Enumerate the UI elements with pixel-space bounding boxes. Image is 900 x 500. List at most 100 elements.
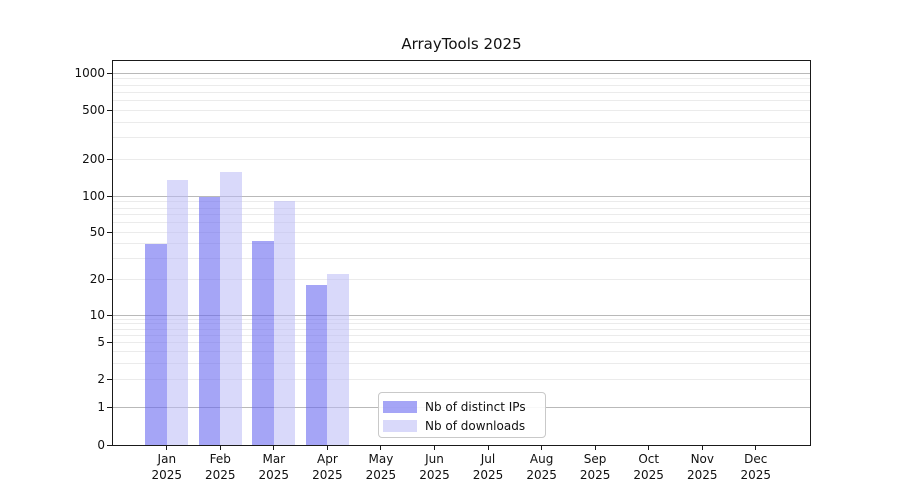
x-tick-label-year: 2025 xyxy=(687,468,718,482)
legend-label-distinct-ips: Nb of distinct IPs xyxy=(425,399,526,414)
y-tick-label-200: 200 xyxy=(82,151,105,166)
y-gridline-minor-60 xyxy=(113,222,810,224)
y-tick-label-1: 1 xyxy=(97,399,105,414)
x-tick-label-year: 2025 xyxy=(312,468,343,482)
x-tick-feb xyxy=(219,446,221,450)
x-tick-nov xyxy=(701,446,703,450)
y-tick-label-5: 5 xyxy=(97,335,105,350)
y-tick-label-0: 0 xyxy=(97,437,105,452)
y-gridline-minor-300 xyxy=(113,137,810,139)
x-tick-sep xyxy=(594,446,596,450)
y-gridline-minor-70 xyxy=(113,214,810,216)
x-tick-dec xyxy=(755,446,757,450)
y-gridline-minor-90 xyxy=(113,201,810,203)
x-tick-label-month: Feb xyxy=(209,452,231,466)
y-tick-label-20: 20 xyxy=(89,271,105,286)
bar-downloads-jan xyxy=(166,180,189,445)
x-tick-label-year: 2025 xyxy=(365,468,397,482)
x-tick-label-nov: Nov 2025 xyxy=(672,451,732,483)
y-tick-500 xyxy=(107,109,112,111)
y-tick-1 xyxy=(107,406,112,408)
y-gridline-minor-400 xyxy=(113,121,810,123)
y-tick-200 xyxy=(107,158,112,160)
x-tick-label-month: Aug xyxy=(529,452,554,466)
x-tick-label-month: Apr xyxy=(317,452,338,466)
y-gridline-minor-600 xyxy=(113,99,810,101)
bar-downloads-mar xyxy=(273,201,296,445)
x-tick-mar xyxy=(273,446,275,450)
bar-distinct-ips-jan xyxy=(145,243,167,445)
x-tick-jun xyxy=(434,446,435,450)
y-tick-label-1000: 1000 xyxy=(74,65,105,80)
y-gridline-major-100 xyxy=(113,196,810,197)
y-tick-label-50: 50 xyxy=(89,224,105,239)
x-tick-label-month: Nov xyxy=(690,452,714,466)
legend-label-downloads: Nb of downloads xyxy=(425,418,526,433)
y-gridline-major-1000 xyxy=(113,72,810,74)
x-tick-label-month: Dec xyxy=(744,452,768,466)
x-tick-aug xyxy=(541,446,543,450)
x-tick-label-aug: Aug 2025 xyxy=(512,451,572,483)
x-tick-label-dec: Dec 2025 xyxy=(726,451,786,483)
legend-swatch-distinct-ips xyxy=(383,400,417,413)
x-tick-label-apr: Apr 2025 xyxy=(297,451,357,483)
x-tick-label-feb: Feb 2025 xyxy=(190,451,250,483)
y-tick-0 xyxy=(107,444,112,446)
x-tick-label-month: Sep xyxy=(583,452,607,466)
y-tick-label-100: 100 xyxy=(82,189,105,203)
x-tick-label-may: May 2025 xyxy=(351,451,411,483)
y-gridline-minor-50 xyxy=(113,231,810,233)
x-tick-apr xyxy=(326,446,328,450)
x-tick-label-month: Jan xyxy=(157,452,177,466)
bar-distinct-ips-feb xyxy=(198,196,221,445)
x-tick-label-year: 2025 xyxy=(258,468,290,482)
x-tick-label-oct: Oct 2025 xyxy=(619,451,679,483)
y-tick-20 xyxy=(107,278,112,280)
y-gridline-minor-3 xyxy=(113,362,810,364)
y-gridline-major-10 xyxy=(113,314,810,316)
x-tick-jan xyxy=(166,446,168,450)
y-gridline-minor-9 xyxy=(113,318,810,320)
y-gridline-minor-80 xyxy=(113,207,810,209)
x-tick-label-month: Jul xyxy=(480,452,496,466)
y-tick-50 xyxy=(107,231,112,233)
y-gridline-minor-700 xyxy=(113,91,810,93)
y-tick-label-10: 10 xyxy=(89,307,105,322)
y-gridline-minor-30 xyxy=(113,258,810,259)
y-gridline-minor-200 xyxy=(113,158,810,160)
y-tick-2 xyxy=(107,378,112,380)
y-tick-label-500: 500 xyxy=(82,102,105,117)
x-tick-label-year: 2025 xyxy=(205,468,236,482)
y-gridline-minor-800 xyxy=(113,84,810,86)
y-tick-100 xyxy=(107,196,112,197)
x-tick-label-jun: Jun 2025 xyxy=(405,451,465,483)
x-tick-label-sep: Sep 2025 xyxy=(565,451,625,483)
x-tick-label-year: 2025 xyxy=(472,468,504,482)
bar-downloads-feb xyxy=(220,172,242,445)
y-gridline-minor-2 xyxy=(113,378,810,380)
x-tick-label-jan: Jan 2025 xyxy=(137,451,197,483)
x-tick-label-mar: Mar 2025 xyxy=(244,451,304,483)
y-gridline-minor-4 xyxy=(113,351,810,353)
legend-item-distinct-ips: Nb of distinct IPs xyxy=(383,397,537,416)
y-gridline-minor-8 xyxy=(113,323,810,325)
x-tick-label-month: Mar xyxy=(262,452,286,466)
bar-downloads-apr xyxy=(327,274,349,445)
y-gridline-minor-6 xyxy=(113,334,810,336)
y-gridline-minor-20 xyxy=(113,278,810,280)
x-tick-label-year: 2025 xyxy=(526,468,557,482)
y-tick-5 xyxy=(107,342,112,344)
x-tick-label-month: Oct xyxy=(638,452,660,466)
y-gridline-minor-900 xyxy=(113,78,810,80)
x-tick-may xyxy=(380,446,382,450)
y-gridline-minor-40 xyxy=(113,243,810,245)
legend: Nb of distinct IPs Nb of downloads xyxy=(378,392,546,438)
y-gridline-minor-5 xyxy=(113,342,810,344)
y-tick-10 xyxy=(107,314,112,316)
x-tick-label-jul: Jul 2025 xyxy=(458,451,518,483)
x-tick-label-year: 2025 xyxy=(579,468,611,482)
legend-item-downloads: Nb of downloads xyxy=(383,416,537,435)
x-tick-label-year: 2025 xyxy=(740,468,772,482)
bar-distinct-ips-apr xyxy=(306,284,328,445)
